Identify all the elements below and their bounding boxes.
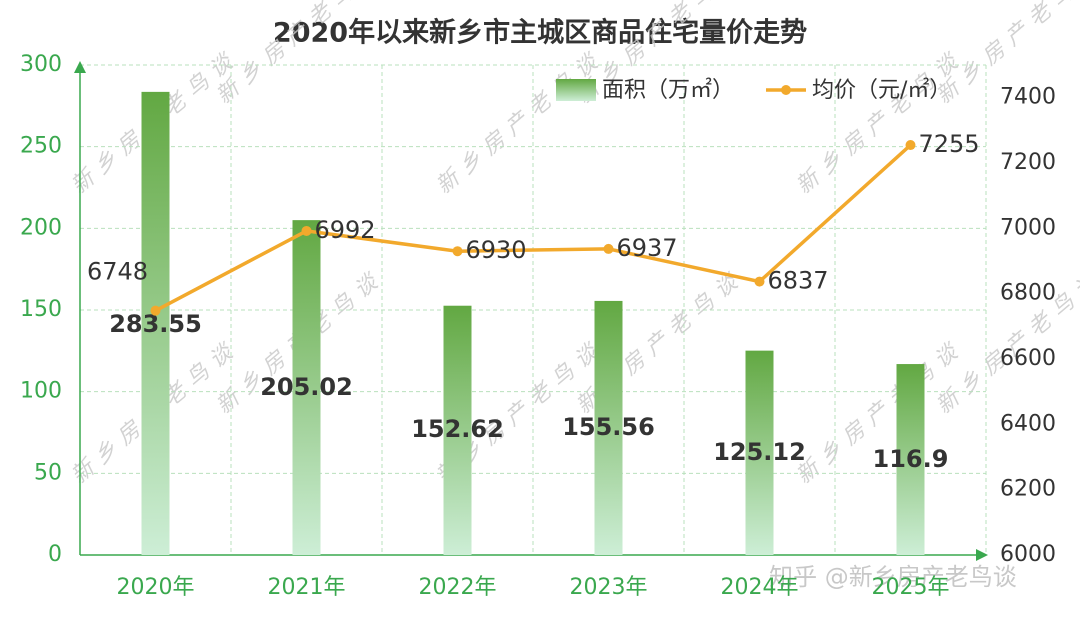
bar-value-label: 125.12 (713, 438, 806, 466)
price-point (905, 140, 916, 151)
price-point (754, 276, 765, 287)
y2-tick-label: 6400 (1000, 411, 1056, 436)
price-value-label: 6930 (466, 236, 527, 264)
x-tick-label: 2025年 (872, 575, 950, 600)
y2-tick-label: 6800 (1000, 281, 1056, 306)
y-tick-label: 0 (48, 542, 62, 567)
x-tick-label: 2023年 (570, 575, 648, 600)
legend-label: 均价（元/㎡） (812, 77, 951, 103)
price-value-label: 6937 (617, 234, 678, 262)
legend-label: 面积（万㎡） (602, 77, 734, 103)
x-tick-label: 2022年 (419, 575, 497, 600)
y2-tick-label: 7400 (1000, 85, 1056, 110)
y2-tick-label: 6000 (1000, 542, 1056, 567)
credit: 知乎 @新乡房产老鸟谈 (769, 563, 1017, 591)
chart-title: 2020年以来新乡市主城区商品住宅量价走势 (273, 17, 807, 49)
y-tick-label: 300 (20, 52, 62, 77)
y-tick-label: 150 (20, 297, 62, 322)
y2-tick-label: 6200 (1000, 477, 1056, 502)
price-value-label: 6748 (87, 258, 148, 286)
legend-swatch-bar (556, 79, 596, 101)
bar-value-label: 155.56 (562, 413, 655, 441)
x-tick-label: 2020年 (117, 575, 195, 600)
bar-value-label: 116.9 (873, 445, 949, 473)
bar (292, 220, 321, 555)
bar (141, 91, 170, 555)
bar-value-label: 205.02 (260, 373, 353, 401)
price-value-label: 6992 (315, 216, 376, 244)
price-point (452, 246, 463, 257)
bar (745, 350, 774, 555)
y-tick-label: 250 (20, 134, 62, 159)
legend-swatch-point (781, 85, 791, 95)
price-value-label: 7255 (919, 130, 980, 158)
bar (594, 300, 623, 555)
price-line (154, 143, 912, 313)
y2-tick-label: 7200 (1000, 150, 1056, 175)
y2-tick-label: 6600 (1000, 346, 1056, 371)
price-point (150, 305, 161, 316)
price-point (301, 225, 312, 236)
x-tick-label: 2021年 (268, 575, 346, 600)
y2-tick-label: 7000 (1000, 215, 1056, 240)
price-value-label: 6837 (768, 267, 829, 295)
y-tick-label: 50 (34, 460, 62, 485)
bar-value-label: 152.62 (411, 415, 504, 443)
x-tick-label: 2024年 (721, 575, 799, 600)
price-point (603, 243, 614, 254)
bar (896, 364, 925, 555)
bar (443, 305, 472, 555)
y-tick-label: 100 (20, 379, 62, 404)
y-tick-label: 200 (20, 215, 62, 240)
